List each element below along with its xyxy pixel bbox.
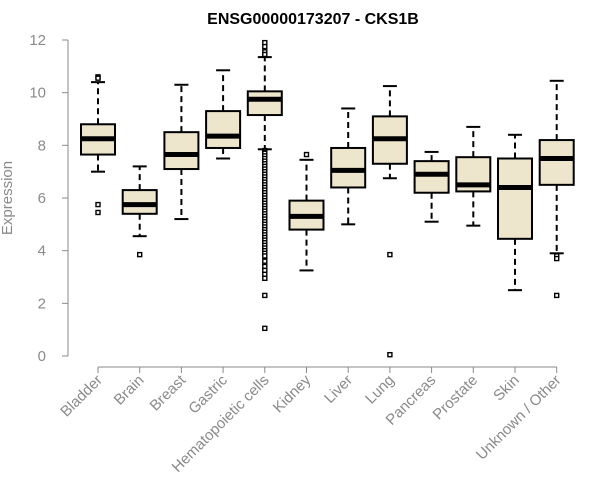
box-group xyxy=(80,74,116,216)
box-iqr xyxy=(538,139,575,186)
box-iqr xyxy=(330,146,367,189)
y-tick-label: 10 xyxy=(29,85,46,102)
x-tick-label: Breast xyxy=(147,371,190,414)
y-tick-label: 6 xyxy=(38,190,46,207)
y-tick-label: 2 xyxy=(38,295,46,312)
box-iqr xyxy=(121,189,158,215)
chart-title: ENSG00000173207 - CKS1B xyxy=(207,11,419,28)
box-group xyxy=(205,69,242,160)
box-group xyxy=(455,125,492,227)
box-group xyxy=(121,165,158,258)
outlier-point xyxy=(136,251,143,258)
y-tick-label: 8 xyxy=(38,137,46,154)
x-tick-label: Bladder xyxy=(57,372,106,421)
outlier-point xyxy=(387,351,393,358)
box-iqr xyxy=(413,160,450,194)
y-axis: 0 2 4 6 8 10 12 xyxy=(29,32,69,365)
y-tick-label: 0 xyxy=(38,348,46,365)
box-group xyxy=(538,79,575,299)
box-iqr xyxy=(497,157,533,240)
box-iqr xyxy=(163,131,200,171)
box-group xyxy=(371,85,408,358)
outlier-point xyxy=(262,325,268,332)
outlier-point xyxy=(387,251,393,258)
outlier-point xyxy=(95,209,101,216)
y-tick-label: 4 xyxy=(38,243,46,260)
box-iqr xyxy=(246,90,283,117)
box-group xyxy=(413,150,450,223)
outlier-point xyxy=(262,258,268,264)
x-tick-label: Skin xyxy=(490,372,523,405)
box-group xyxy=(330,107,367,226)
y-tick-label: 12 xyxy=(29,32,46,49)
x-tick-label: Prostate xyxy=(430,372,482,424)
outlier-point xyxy=(262,43,268,50)
outlier-point xyxy=(262,275,268,282)
outlier-point xyxy=(262,292,268,299)
box-group xyxy=(163,83,200,221)
box-iqr xyxy=(205,110,242,149)
outlier-point xyxy=(262,51,268,58)
outlier-point xyxy=(95,201,101,208)
outlier-point xyxy=(554,255,560,262)
box-group xyxy=(288,151,325,272)
x-tick-label: Lung xyxy=(362,372,398,408)
outlier-point xyxy=(554,292,560,299)
x-tick-label: Kidney xyxy=(270,371,315,416)
outlier-point xyxy=(95,75,101,81)
x-tick-label: Liver xyxy=(321,372,356,407)
x-tick-label: Brain xyxy=(111,372,148,409)
outlier-point xyxy=(262,253,268,259)
box-group xyxy=(246,39,283,332)
plot-area xyxy=(80,39,575,358)
outlier-point xyxy=(303,151,310,158)
y-axis-label: Expression xyxy=(0,161,16,235)
box-group xyxy=(497,133,533,292)
